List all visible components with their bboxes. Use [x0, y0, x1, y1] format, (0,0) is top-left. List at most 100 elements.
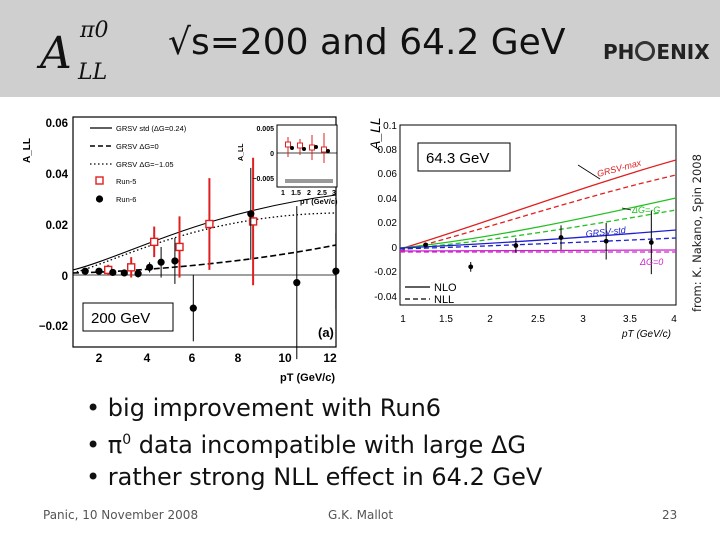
arrow-grsv-max	[577, 164, 601, 180]
curve-label-grsv-std: GRSV-std	[585, 225, 627, 239]
run6-point	[95, 267, 103, 275]
y-tick-label: 0	[391, 243, 397, 254]
inset-x-tick: 1.5	[291, 190, 301, 197]
run6-point	[247, 210, 255, 218]
x-tick-label: 3.5	[623, 314, 637, 325]
x-tick-label: 8	[235, 351, 242, 365]
inset-x-tick: 2	[307, 190, 311, 197]
y-tick-label: 0.1	[383, 121, 397, 132]
right-x-axis-label: pT (GeV/c)	[621, 329, 671, 340]
curve-grsv-max-nlo	[400, 159, 676, 250]
curve-dgmg-nlo	[400, 197, 676, 249]
x-tick-label: 1	[400, 314, 406, 325]
energy-label-box-64	[417, 142, 511, 172]
run5-point	[149, 237, 159, 247]
header-band: A π0 LL √s=200 and 64.2 GeV PH ENIX	[0, 0, 720, 97]
inset-frame	[276, 124, 338, 188]
inset-y-tick: −0.005	[252, 176, 274, 183]
all-pi0-symbol: A π0 LL	[40, 10, 140, 90]
bullet-text: big improvement with Run6	[107, 394, 442, 422]
bullet-item: • π0 data incompatible with large ΔG	[86, 424, 542, 461]
legend-label: GRSV ΔG=0	[116, 142, 159, 151]
curve-grsv-std	[73, 194, 336, 271]
energy-label-200: 200 GeV	[91, 310, 150, 327]
run5-point	[175, 242, 184, 252]
y-tick-label: 0	[62, 271, 68, 283]
x-tick-label: 2	[487, 314, 493, 325]
x-tick-label: 1.5	[439, 314, 453, 325]
right-plot-curves	[400, 159, 676, 253]
x-tick-label: 3	[580, 314, 586, 325]
run6-point	[171, 257, 179, 265]
arrow-dgmg	[621, 207, 632, 211]
y-tick-label: 0.08	[378, 145, 398, 156]
data-point	[513, 243, 519, 248]
y-tick-label: 0.04	[46, 169, 69, 181]
curve-label-dg0: ΔG=0	[639, 257, 663, 267]
inset-points	[285, 133, 327, 163]
left-plot-curves	[73, 194, 336, 274]
legend-label: GRSV std (ΔG=0.24)	[116, 124, 187, 133]
x-tick-label: 2	[96, 351, 103, 365]
run5-point	[248, 217, 258, 226]
right-plot: GRSV-max ΔG=-G GRSV-std ΔG=0 0.1 0.08 0.…	[367, 117, 677, 340]
right-plot-points	[423, 210, 654, 275]
inset-x-tick: 3	[332, 190, 336, 197]
left-legend: GRSV std (ΔG=0.24) GRSV ΔG=0 GRSV ΔG=−1.…	[90, 124, 187, 204]
source-credit: from: K. Nakano, Spin 2008	[690, 154, 704, 312]
inset-x-ticks: 1 1.5 2 2.5 3	[281, 190, 336, 197]
x-tick-label: 6	[189, 351, 196, 365]
x-tick-label: 4	[671, 314, 677, 325]
right-legend: NLO NLL	[405, 282, 457, 306]
inset-y-tick: 0	[270, 151, 274, 158]
inset-x-tick: 1	[281, 190, 285, 197]
legend-label: Run-6	[116, 195, 136, 204]
right-y-tick-labels: 0.1 0.08 0.06 0.04 0.02 0 -0.02 -0.04	[374, 121, 397, 303]
run6-point	[146, 263, 154, 271]
footer-author: G.K. Mallot	[328, 508, 394, 522]
right-y-axis-label: A_LL	[367, 117, 383, 151]
inset-y-tick: 0.005	[256, 126, 274, 133]
run6-point	[134, 270, 142, 278]
inset-y-label: A_LL	[238, 143, 245, 161]
y-tick-label: -0.02	[374, 267, 397, 278]
curve-grsv-std-nll	[400, 237, 676, 250]
y-tick-label: 0.02	[378, 218, 398, 229]
x-tick-label: 12	[323, 351, 337, 365]
symbol-sup: π0	[80, 18, 109, 43]
curve-grsv-dg0	[73, 244, 336, 274]
x-tick-label: 2.5	[531, 314, 545, 325]
phenix-bird-icon	[635, 41, 656, 61]
right-x-tick-labels: 1 1.5 2 2.5 3 3.5 4	[400, 314, 677, 325]
y-tick-label: 0.06	[46, 118, 68, 130]
data-point	[648, 240, 654, 245]
legend-label: NLO	[434, 282, 457, 294]
run6-point	[157, 258, 165, 266]
run6-point	[332, 267, 340, 275]
slide-title: √s=200 and 64.2 GeV	[168, 22, 566, 63]
run6-point	[109, 268, 117, 277]
run6-point	[81, 267, 89, 275]
energy-label-box-200	[82, 302, 174, 332]
legend-label: Run-5	[116, 177, 136, 186]
run5-point	[126, 263, 136, 272]
left-x-axis-label: pT (GeV/c)	[280, 372, 335, 384]
legend-marker-run5	[95, 176, 104, 185]
run6-point	[189, 304, 197, 312]
x-tick-label: 4	[144, 351, 151, 365]
curve-grsv-max-nll	[400, 174, 676, 252]
legend-marker-run6	[95, 195, 104, 203]
curve-label-dgmg: ΔG=-G	[631, 205, 660, 215]
bullet-marker: •	[86, 431, 101, 459]
data-point	[468, 264, 474, 270]
legend-label: GRSV ΔG=−1.05	[116, 160, 174, 169]
run6-point	[120, 269, 128, 277]
data-point	[603, 238, 609, 244]
bullet-marker: •	[86, 394, 101, 422]
left-plot: 0.06 0.04 0.02 0 −0.02 A_LL 2 4 6 8 10 1…	[22, 116, 340, 384]
logo-left: PH	[603, 40, 635, 64]
curve-dg0-nlo	[400, 249, 676, 252]
y-tick-label: -0.04	[374, 292, 397, 303]
bullet-text: data incompatible with large ΔG	[131, 431, 526, 459]
curve-grsv-std-nlo	[400, 229, 676, 249]
